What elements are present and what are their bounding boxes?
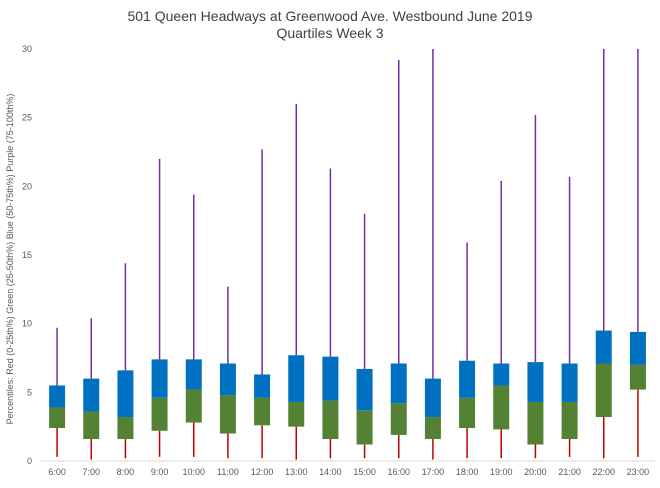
x-tick-label: 18:00 [456, 467, 479, 477]
y-tick-label: 25 [22, 113, 32, 123]
y-tick-label: 20 [22, 181, 32, 191]
chart-subtitle: Quartiles Week 3 [276, 25, 384, 41]
chart-title: 501 Queen Headways at Greenwood Ave. Wes… [127, 8, 533, 24]
x-tick-label: 23:00 [627, 467, 650, 477]
green-box [151, 397, 168, 431]
blue-box [629, 331, 646, 365]
blue-box [322, 356, 339, 401]
y-tick-label: 5 [27, 387, 32, 397]
green-box [288, 401, 305, 427]
green-box [322, 400, 339, 440]
x-tick-label: 9:00 [151, 467, 169, 477]
green-box [185, 389, 202, 423]
green-box [595, 363, 612, 418]
y-tick-label: 10 [22, 319, 32, 329]
green-box [390, 403, 407, 435]
blue-box [356, 368, 373, 411]
blue-box [83, 378, 100, 412]
blue-box [254, 374, 271, 398]
blue-box [151, 359, 168, 398]
y-tick-label: 15 [22, 250, 32, 260]
x-tick-label: 6:00 [48, 467, 66, 477]
blue-box [390, 363, 407, 404]
green-box [219, 395, 236, 434]
x-tick-label: 19:00 [490, 467, 513, 477]
x-tick-label: 7:00 [82, 467, 100, 477]
blue-box [527, 362, 544, 402]
green-box [527, 401, 544, 445]
blue-box [185, 359, 202, 390]
y-tick-label: 30 [22, 44, 32, 54]
blue-box [288, 355, 305, 402]
green-box [629, 364, 646, 390]
green-box [117, 417, 134, 440]
blue-box [459, 360, 476, 398]
blue-box [219, 363, 236, 396]
x-tick-label: 11:00 [217, 467, 239, 477]
x-tick-label: 16:00 [387, 467, 410, 477]
green-box [561, 401, 578, 440]
y-axis-title: Percentiles: Red (0-25th%) Green (25-50t… [5, 94, 15, 425]
x-tick-label: 14:00 [319, 467, 342, 477]
green-box [356, 410, 373, 445]
green-box [49, 407, 66, 429]
y-tick-label: 0 [27, 456, 32, 466]
x-tick-label: 10:00 [182, 467, 205, 477]
blue-box [561, 363, 578, 402]
green-box [459, 397, 476, 429]
blue-box [424, 378, 441, 418]
x-tick-label: 15:00 [353, 467, 376, 477]
x-tick-label: 13:00 [285, 467, 308, 477]
x-tick-label: 12:00 [251, 467, 274, 477]
x-tick-label: 22:00 [592, 467, 615, 477]
blue-box [117, 370, 134, 418]
x-tick-label: 17:00 [422, 467, 445, 477]
blue-box [49, 385, 66, 408]
blue-box [595, 330, 612, 364]
x-tick-label: 8:00 [117, 467, 135, 477]
x-tick-label: 21:00 [558, 467, 581, 477]
green-box [254, 397, 271, 426]
green-box [493, 385, 510, 430]
green-box [424, 417, 441, 440]
blue-box [493, 363, 510, 386]
x-tick-label: 20:00 [524, 467, 547, 477]
green-box [83, 411, 100, 440]
